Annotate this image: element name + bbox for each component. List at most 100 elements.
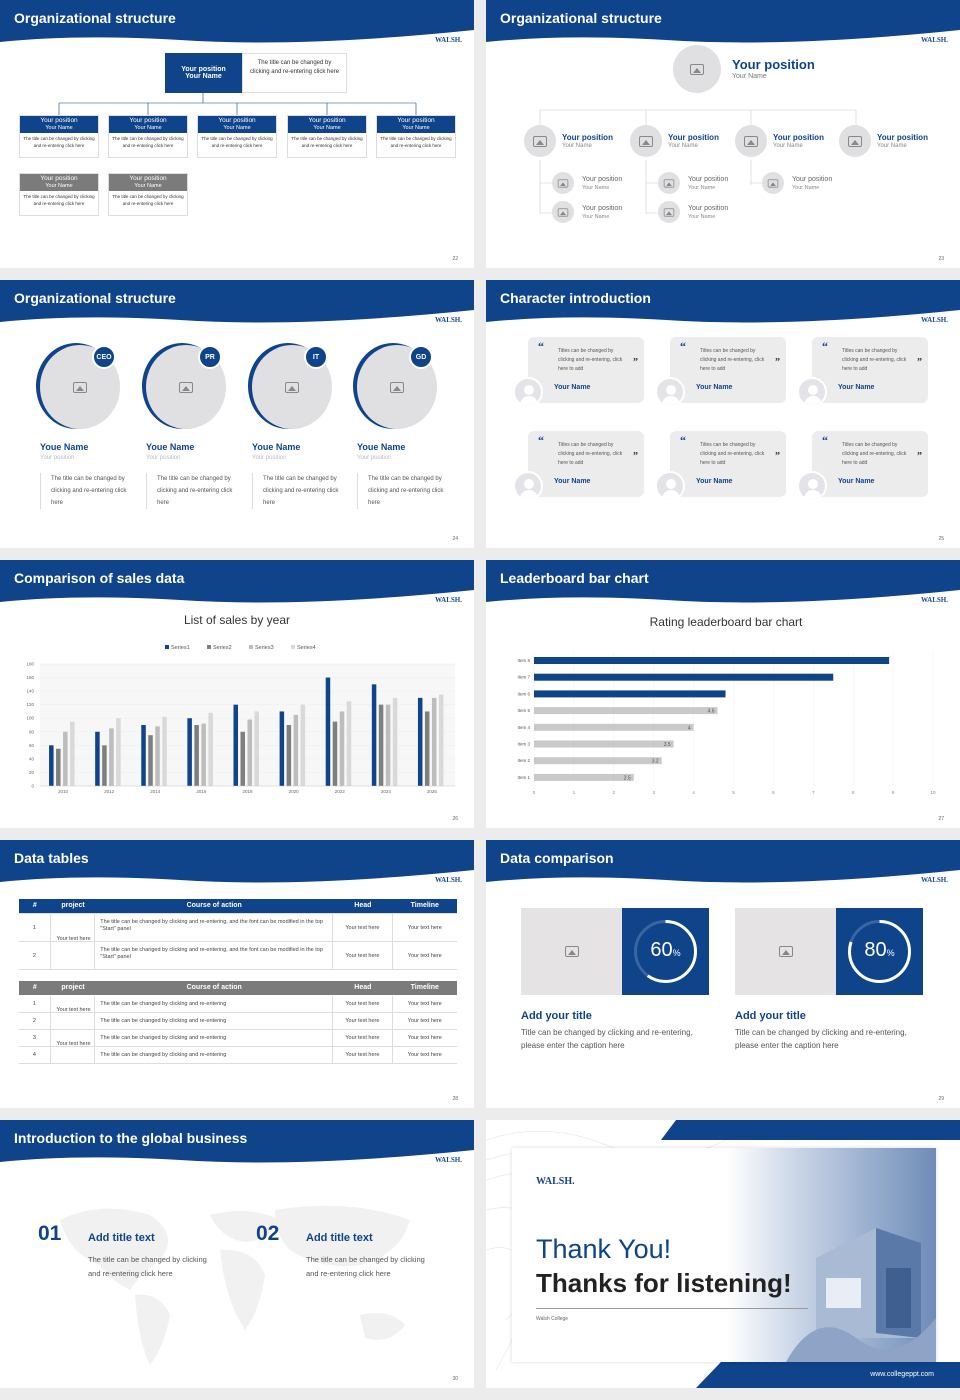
x-tick-label: 9 [892,790,895,795]
quote-close-icon: ” [917,357,922,368]
image-placeholder-icon [557,207,569,217]
x-tick-label: 2012 [104,789,115,794]
org-box[interactable]: Your position Your Name The title can be c… [19,115,99,158]
org-box[interactable]: Your position Your Name The title can be c… [108,115,188,158]
testimonial-card[interactable]: “ Titles can be changed by clicking and r… [670,431,786,497]
slide-29[interactable]: Data comparison WALSH. 60% Add your title… [486,840,960,1108]
org-box[interactable]: Your position Your Name The title can be c… [376,115,456,158]
college-name: Walsh College [536,1316,569,1322]
table-row[interactable]: 2 The title can be changed by clicking an… [19,942,457,970]
org-top-desc: The title can be changed by clicking and… [242,53,347,93]
slide-header: Organizational structure WALSH. [486,0,960,46]
head-cell: Your text here [333,1013,393,1029]
slide-header: Character introduction WALSH. [486,280,960,326]
quote-open-icon: “ [538,433,544,447]
project-cell-spacer [51,914,96,941]
testimonial-card[interactable]: “ Titles can be changed by clicking and r… [812,337,928,403]
org-box-desc: The title can be changed by clicking and… [291,136,363,148]
person-desc: The title can be changed by clicking and… [357,473,449,509]
testimonial-text: Titles can be changed by clicking and re… [700,348,765,372]
slide-30[interactable]: Introduction to the global business WALS… [0,1120,474,1388]
slide-header: Data comparison WALSH. [486,840,960,886]
page-number: 28 [452,1096,458,1102]
page-number: 22 [452,256,458,262]
testimonial-card[interactable]: “ Titles can be changed by clicking and r… [528,337,644,403]
slide-25[interactable]: Character introduction WALSH. “ Titles ca… [486,280,960,548]
bar [385,704,391,786]
project-cell-spacer [51,942,96,969]
bar [141,725,146,786]
slide-27[interactable]: Leaderboard bar chart WALSH. Rating lead… [486,560,960,828]
slide-23[interactable]: Organizational structure WALSH. Your pos… [486,0,960,268]
org-box[interactable]: Your position Your Name The title can be c… [287,115,367,158]
table-row[interactable]: 2 The title can be changed by clicking an… [19,1013,457,1030]
data-label: 3.2 [652,759,659,765]
building-photo [726,1148,936,1362]
row-number: 1 [19,914,51,941]
position-label: Your position [562,133,613,142]
slide-28[interactable]: Data tables WALSH. # project Course of act… [0,840,474,1108]
bar [208,712,213,786]
timeline-cell: Your text here [407,1018,442,1024]
position-label: Your position [773,133,824,142]
slide-header: Comparison of sales data WALSH. [0,560,474,606]
image-placeholder [735,908,836,995]
testimonial-card[interactable]: “ Titles can be changed by clicking and r… [670,337,786,403]
org-box[interactable]: Your position Your Name The title can be c… [197,115,277,158]
testimonial-card[interactable]: “ Titles can be changed by clicking and r… [528,431,644,497]
slide-header: Leaderboard bar chart WALSH. [486,560,960,606]
slide-26[interactable]: Comparison of sales data WALSH. List of … [0,560,474,828]
legend-label: Series1 [171,645,190,651]
slide-title: Organizational structure [14,10,176,26]
image-placeholder-icon [73,381,87,393]
quote-close-icon: ” [775,451,780,462]
project-group-label: Your text here [56,936,91,942]
x-tick-label: 0 [533,790,536,795]
table-row[interactable]: 1 The title can be changed by clicking an… [19,996,457,1013]
bar [63,731,68,786]
percent-unit: % [672,948,681,958]
image-placeholder-icon [285,381,299,393]
walsh-logo: WALSH. [434,1156,462,1164]
quote-open-icon: “ [822,339,828,353]
testimonial-card[interactable]: “ Titles can be changed by clicking and r… [812,431,928,497]
position-label: Your position [688,205,729,212]
org-top-box[interactable]: Your position Your Name [165,53,242,93]
timeline-cell: Your text here [407,925,442,931]
org-box-header: Your position Your Name [109,174,187,191]
head-cell: Your text here [333,914,393,941]
bar [70,721,75,786]
image-placeholder-icon [564,946,579,957]
position-label: Your position [129,117,167,124]
thank-you-heading: Thank You! [536,1234,672,1264]
org-box-header: Your position Your Name [198,116,276,133]
user-head-icon [524,385,534,395]
slide-22[interactable]: Organizational structure WALSH. Your pos… [0,0,474,268]
table-row[interactable]: 1 The title can be changed by clicking an… [19,914,457,942]
table-row[interactable]: 4 The title can be changed by clicking an… [19,1047,457,1064]
table-row[interactable]: 3 The title can be changed by clicking an… [19,1030,457,1047]
bar [332,721,338,786]
bar [534,707,718,715]
avatar [673,45,721,93]
position-label: Your position [357,455,392,461]
slide-24[interactable]: Organizational structure WALSH. CEO Youe … [0,280,474,548]
bar [371,684,377,786]
item-title: Add title text [306,1232,373,1244]
image-placeholder-icon [744,135,758,147]
name-label: Youe Name [252,442,301,452]
timeline-cell: Your text here [407,1001,442,1007]
table-header-cell: # [32,902,37,909]
bar [438,694,444,786]
x-tick-label: 4 [692,790,695,795]
y-tick-label: 40 [29,756,35,761]
name-label: Your Name [696,478,733,485]
walsh-logo: WALSH. [920,876,948,884]
website-url[interactable]: www.collegeppt.com [870,1371,934,1378]
org-box[interactable]: Your position Your Name The title can be c… [19,173,99,216]
progress-ring [848,920,911,983]
slide-31[interactable]: WALSH. Thank You! Thanks for listening! … [486,1120,960,1388]
action-cell: The title can be changed by clicking and… [95,1013,334,1029]
org-box[interactable]: Your position Your Name The title can be c… [108,173,188,216]
position-label: Your position [792,176,833,183]
